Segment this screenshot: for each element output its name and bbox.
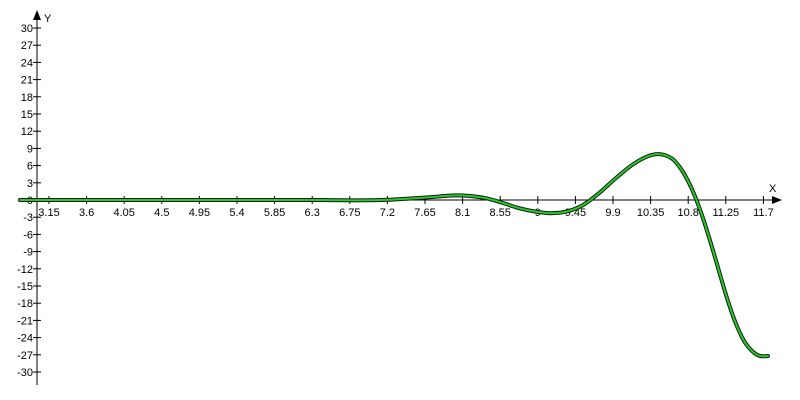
y-tick-label: -24 (17, 333, 33, 345)
y-tick-label: 27 (21, 40, 33, 52)
x-tick-label: 8.1 (455, 207, 470, 219)
y-tick-label: -12 (17, 264, 33, 276)
y-axis-label: Y (44, 13, 52, 25)
x-tick-label: 4.05 (113, 207, 134, 219)
x-tick-label: 6.75 (339, 207, 360, 219)
x-tick-label: 9.9 (605, 207, 620, 219)
series-line (19, 153, 769, 358)
x-tick-label: 7.2 (380, 207, 395, 219)
y-tick-label: 12 (21, 126, 33, 138)
series-group (18, 152, 770, 359)
x-tick-label: 11.25 (712, 207, 739, 219)
x-axis-label: X (769, 183, 777, 195)
x-tick-label: 11.7 (753, 207, 774, 219)
y-tick-label: 9 (27, 143, 33, 155)
y-tick-label: 3 (27, 178, 33, 190)
y-tick-label: -18 (17, 298, 33, 310)
x-tick-label: 4.95 (189, 207, 210, 219)
y-tick-label: 15 (21, 109, 33, 121)
x-tick-label: 5.85 (264, 207, 285, 219)
x-tick-label: 7.65 (414, 207, 435, 219)
x-tick-label: 5.4 (229, 207, 244, 219)
y-tick-label: -15 (17, 281, 33, 293)
y-tick-label: 6 (27, 161, 33, 173)
y-tick-label: 24 (21, 57, 33, 69)
x-tick-label: 3.6 (79, 207, 94, 219)
y-tick-label: 30 (21, 23, 33, 35)
y-axis-arrow (33, 10, 41, 20)
y-tick-label: -9 (23, 247, 33, 259)
x-tick-label: 3.15 (38, 207, 59, 219)
y-tick-label: 21 (21, 75, 33, 87)
x-tick-label: 6.3 (305, 207, 320, 219)
y-tick-label: -6 (23, 229, 33, 241)
x-tick-label: 10.8 (677, 207, 698, 219)
y-tick-label: -27 (17, 350, 33, 362)
y-tick-label: -21 (17, 315, 33, 327)
y-tick-label: 18 (21, 92, 33, 104)
x-tick-label: 10.35 (637, 207, 665, 219)
x-tick-label: 4.5 (154, 207, 169, 219)
x-tick-label: 8.55 (489, 207, 510, 219)
x-axis-arrow (772, 196, 782, 204)
tick-labels-group: YX302724211815129630-3-6-9-12-15-18-21-2… (17, 13, 777, 379)
y-tick-label: -3 (23, 212, 33, 224)
series-line-outline (18, 152, 770, 359)
y-tick-label: -30 (17, 367, 33, 379)
